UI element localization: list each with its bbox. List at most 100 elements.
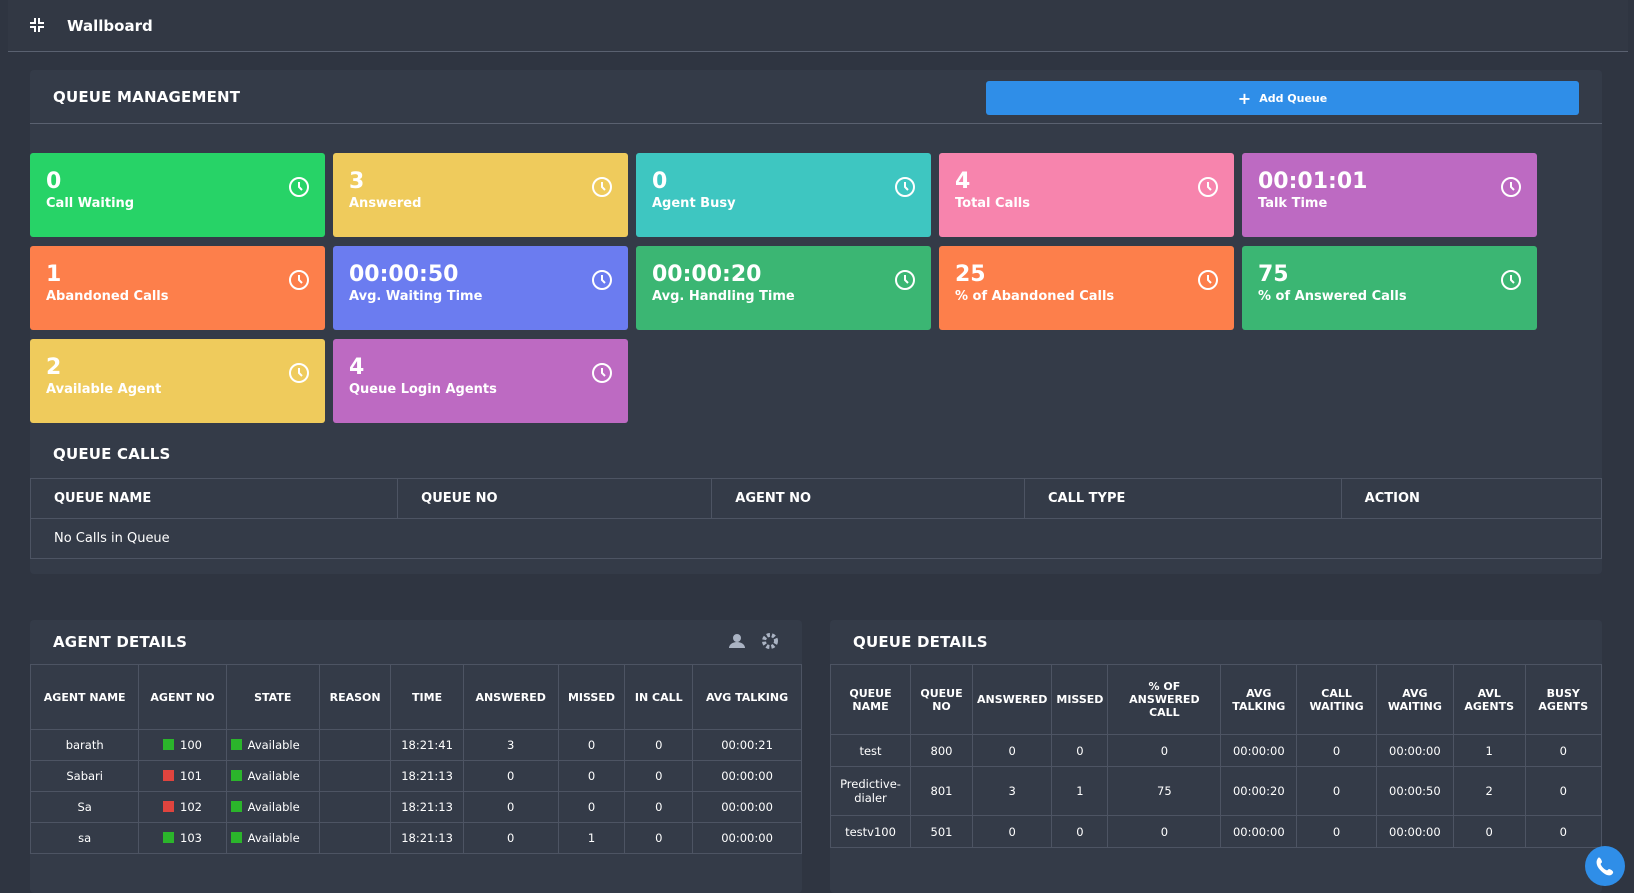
cell: 103 (138, 822, 227, 854)
card-value: 3 (349, 169, 365, 194)
cell: barath (29, 729, 140, 761)
stat-card: 4 Queue Login Agents (333, 339, 628, 423)
status-square (230, 801, 242, 812)
state: Available (247, 831, 300, 845)
status-square (230, 832, 242, 843)
cell: 00:00:00 (692, 760, 802, 792)
cell: 800 (910, 734, 973, 767)
status-square (230, 739, 242, 750)
cell: 0 (1296, 734, 1377, 767)
panel-icons[interactable] (727, 632, 783, 650)
stat-card: 0 Agent Busy (636, 153, 931, 237)
card-label: % of Answered Calls (1258, 289, 1407, 304)
cell: 00:00:21 (692, 729, 802, 761)
cell (318, 760, 392, 792)
cell: 0 (624, 791, 694, 823)
card-icon (895, 270, 915, 290)
divider (30, 123, 1602, 124)
cell: testv100 (830, 815, 911, 848)
column-header: CALL WAITING (1296, 664, 1377, 735)
cell: 1 (1051, 766, 1109, 816)
status-square (163, 832, 175, 843)
card-icon (1501, 270, 1521, 290)
cell: 0 (462, 791, 559, 823)
header: Wallboard (8, 0, 1628, 52)
cell: 0 (1296, 766, 1377, 816)
queue-row: test 800 0 0 0 00:00:00 0 00:00:00 1 0 (830, 734, 1603, 767)
stat-card: 0 Call Waiting (30, 153, 325, 237)
add-queue-button[interactable]: + Add Queue (986, 81, 1579, 115)
card-value: 25 (955, 262, 986, 287)
stat-card: 00:01:01 Talk Time (1242, 153, 1537, 237)
agent-no: 102 (180, 800, 202, 814)
cell: 00:00:00 (692, 822, 802, 854)
cell: 0 (1296, 815, 1377, 848)
card-icon (895, 177, 915, 197)
cell: Predictive-dialer (830, 766, 911, 816)
cell: Available (225, 729, 320, 761)
cell: 18:21:13 (390, 760, 464, 792)
column-header: QUEUE NAME (830, 664, 911, 735)
column-header: AGENT NO (138, 664, 227, 730)
column-header: AVG TALKING (692, 664, 802, 730)
column-header: ANSWERED (971, 664, 1053, 735)
card-icon (592, 177, 612, 197)
queue-details-table: QUEUE NAME QUEUE NO ANSWERED MISSED% OF ANS… (830, 664, 1603, 848)
cell (318, 822, 392, 854)
cell: 0 (462, 822, 559, 854)
cell: 0 (624, 822, 694, 854)
card-value: 0 (46, 169, 62, 194)
cell: 100 (138, 729, 227, 761)
card-label: Total Calls (955, 196, 1031, 211)
card-label: Agent Busy (652, 196, 736, 211)
cell (318, 729, 392, 761)
card-value: 4 (349, 355, 365, 380)
agent-row: barath 100 Available 18:21:41 3 0 0 00:00:21 (29, 729, 802, 761)
phone-button[interactable] (1585, 846, 1625, 886)
column-header: AGENT NAME (29, 664, 140, 730)
cell: 2 (1452, 766, 1526, 816)
collapse-icon[interactable] (30, 18, 44, 32)
cell: 3 (971, 766, 1053, 816)
card-value: 00:01:01 (1258, 169, 1368, 194)
card-value: 1 (46, 262, 62, 287)
column-header: STATE (225, 664, 320, 730)
card-icon (289, 363, 309, 383)
card-value: 00:00:20 (652, 262, 762, 287)
cell: 18:21:13 (390, 791, 464, 823)
card-label: Avg. Waiting Time (349, 289, 483, 304)
cell: Sabari (29, 760, 140, 792)
column-header: MISSED (1051, 664, 1109, 735)
card-label: Queue Login Agents (349, 382, 497, 397)
cell: Available (225, 760, 320, 792)
card-label: Avg. Handling Time (652, 289, 795, 304)
column-header: IN CALL (624, 664, 694, 730)
stat-card: 2 Available Agent (30, 339, 325, 423)
cell: 00:00:50 (1375, 766, 1454, 816)
card-value: 2 (46, 355, 62, 380)
column-header: ANSWERED (462, 664, 559, 730)
card-label: Talk Time (1258, 196, 1328, 211)
cell: 0 (1107, 815, 1222, 848)
cell: 00:00:20 (1220, 766, 1298, 816)
column-header: QUEUE NO (397, 478, 713, 519)
cell: 1 (1452, 734, 1526, 767)
card-icon (592, 363, 612, 383)
empty-message: No Calls in Queue (30, 518, 1602, 559)
column-header: CALL TYPE (1023, 478, 1342, 519)
agent-row: Sabari 101 Available 18:21:13 0 0 0 00:00:00 (29, 760, 802, 792)
cell: 0 (1107, 734, 1222, 767)
card-label: Abandoned Calls (46, 289, 169, 304)
column-header: % OF ANSWERED CALL (1107, 664, 1222, 735)
column-header: AVG TALKING (1220, 664, 1298, 735)
cell: 0 (1051, 734, 1109, 767)
cell: 1 (557, 822, 626, 854)
agent-row: sa 103 Available 18:21:13 0 1 0 00:00:00 (29, 822, 802, 854)
stat-card: 1 Abandoned Calls (30, 246, 325, 330)
state: Available (247, 800, 300, 814)
queue-row: Predictive-dialer 801 3 1 75 00:00:20 0 00:00:5… (830, 766, 1603, 816)
button-label: Add Queue (1259, 91, 1328, 105)
cell: 00:00:00 (692, 791, 802, 823)
card-value: 0 (652, 169, 668, 194)
